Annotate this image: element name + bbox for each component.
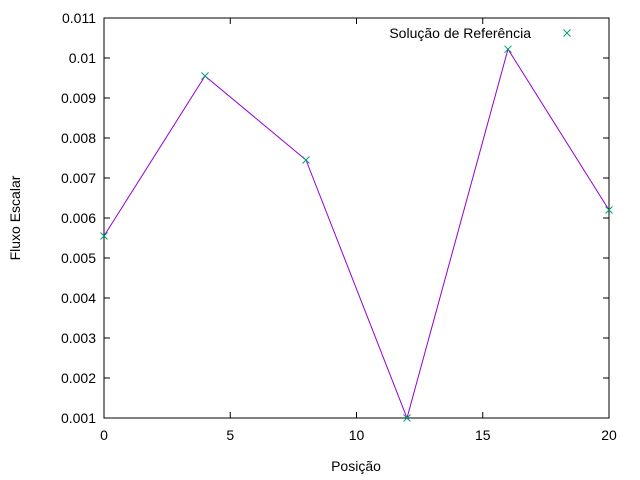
data-point	[100, 232, 108, 240]
y-tick-label: 0.004	[61, 290, 96, 306]
data-point	[504, 45, 512, 54]
data-point	[201, 72, 209, 80]
y-tick-label: 0.01	[69, 50, 96, 66]
marker-stroke	[302, 156, 310, 164]
y-tick-label: 0.001	[61, 410, 96, 426]
x-tick-label: 10	[349, 427, 365, 443]
axis-tick-labels: 0 5 10 15 20 0.001 0.002 0.003 0.004 0.005 0.006 0.…	[61, 10, 617, 443]
marker-stroke	[605, 206, 613, 214]
y-tick-label: 0.003	[61, 330, 96, 346]
legend-label: Solução de Referência	[389, 25, 531, 41]
axis-ticks	[103, 17, 610, 419]
marker-stroke	[100, 232, 108, 240]
data-point	[403, 414, 411, 422]
x-tick-label: 0	[100, 427, 108, 443]
y-tick-label: 0.009	[61, 90, 96, 106]
data-point	[605, 206, 613, 214]
data-point	[302, 156, 310, 164]
marker-stroke	[201, 72, 209, 80]
y-tick-label: 0.005	[61, 250, 96, 266]
y-tick-label: 0.007	[61, 170, 96, 186]
x-tick-label: 15	[475, 427, 491, 443]
series-line	[103, 47, 610, 420]
x-tick-label: 5	[226, 427, 234, 443]
x-tick-label: 20	[601, 427, 617, 443]
y-tick-label: 0.006	[61, 210, 96, 226]
marker-stroke	[563, 29, 571, 37]
y-tick-label: 0.002	[61, 370, 96, 386]
y-tick-label: 0.011	[62, 10, 96, 26]
plot-frame	[103, 17, 610, 419]
marker-stroke	[504, 45, 512, 54]
marker-stroke	[403, 414, 411, 422]
legend-marker	[563, 29, 571, 37]
legend: Solução de Referência	[389, 25, 571, 41]
y-tick-label: 0.008	[61, 130, 96, 146]
series-layer	[100, 45, 613, 422]
x-axis-label: Posição	[331, 458, 381, 474]
y-axis-label: Fluxo Escalar	[7, 175, 23, 260]
